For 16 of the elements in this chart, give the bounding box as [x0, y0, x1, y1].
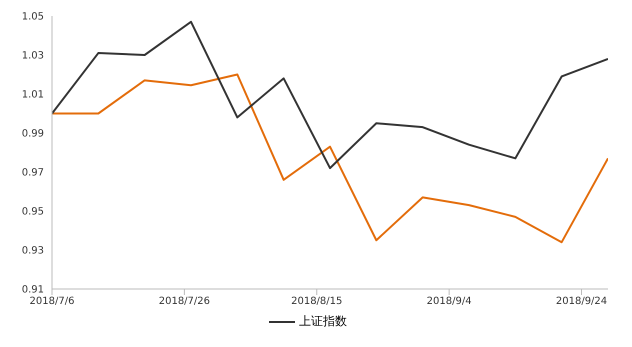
x-tick-label: 2018/9/24	[556, 296, 608, 308]
x-tick-label: 2018/7/26	[158, 296, 210, 308]
y-tick-label: 0.93	[22, 246, 44, 257]
y-tick-label: 0.95	[22, 206, 44, 218]
y-tick-label: 0.99	[22, 128, 44, 140]
y-tick-label: 1.05	[22, 12, 44, 23]
y-tick-label: 1.01	[22, 90, 44, 101]
x-tick-label: 2018/9/4	[426, 296, 472, 308]
line-series	[52, 20, 608, 170]
x-tick-label: 2018/7/6	[30, 296, 74, 308]
legend-label: 上证指数	[299, 313, 347, 330]
x-tick-label: 2018/8/15	[291, 296, 342, 308]
y-tick-label: 0.97	[22, 168, 44, 179]
y-tick-label: 1.03	[22, 50, 44, 62]
y-tick-label: 0.91	[22, 284, 44, 296]
line-series	[52, 74, 608, 244]
